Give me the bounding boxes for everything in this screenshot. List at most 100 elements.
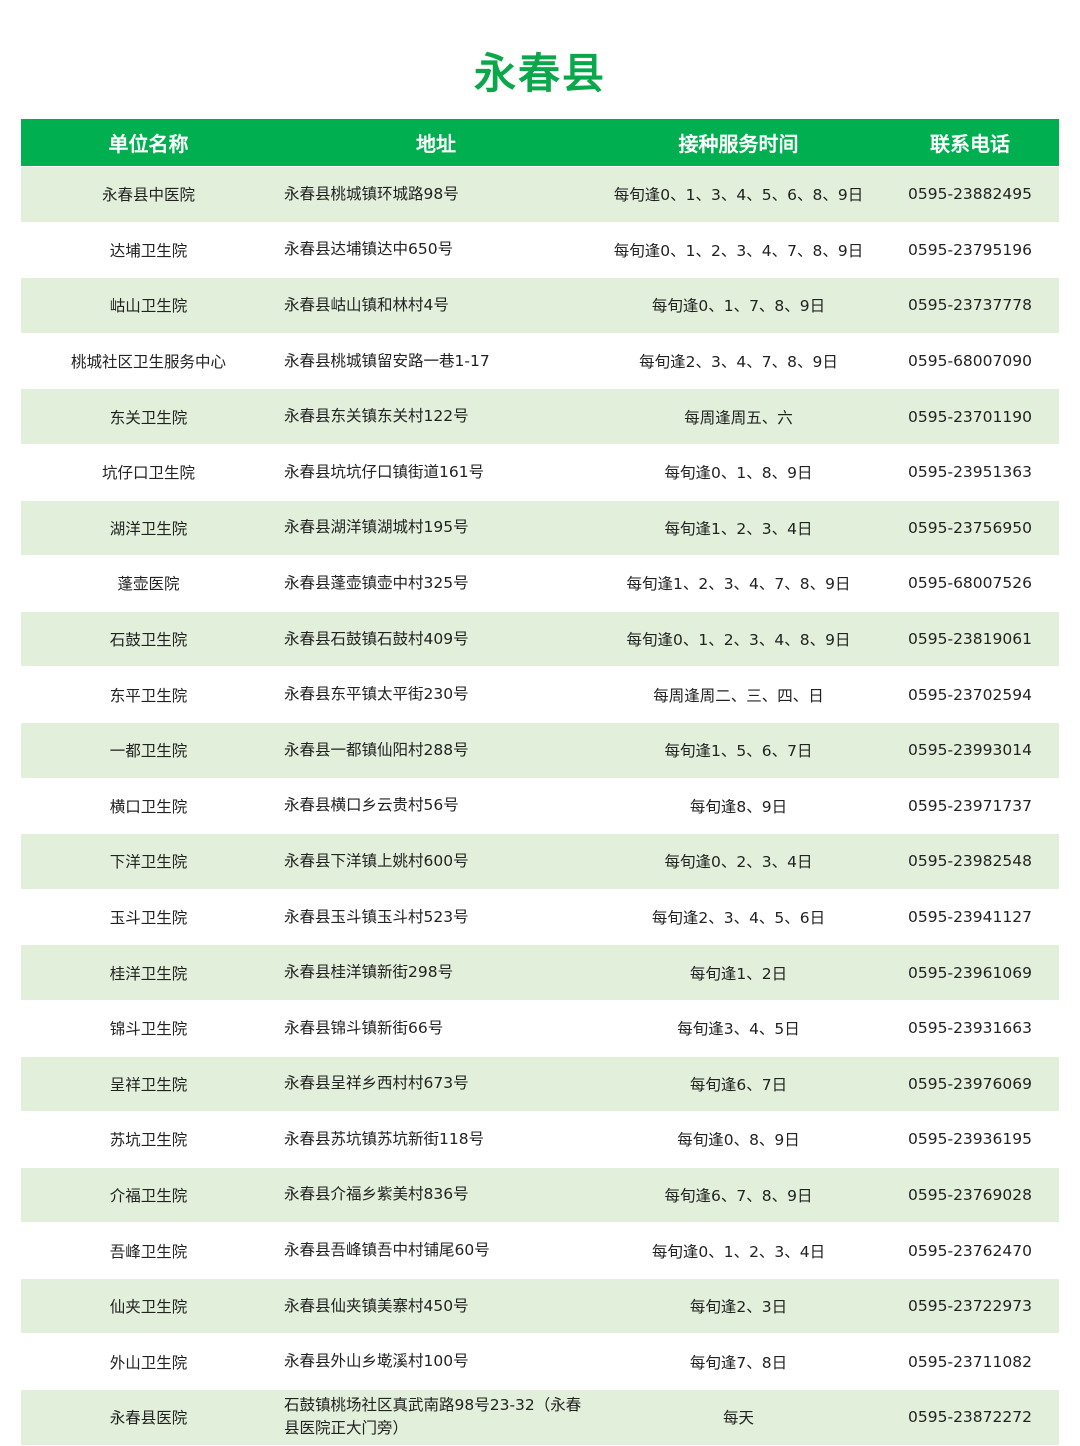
table-row: 呈祥卫生院 永春县呈祥乡西村村673号 每旬逢6、7日 0595-23976069 bbox=[21, 1055, 1059, 1112]
cell-phone: 0595-23982548 bbox=[881, 833, 1059, 890]
cell-phone: 0595-23722973 bbox=[881, 1277, 1059, 1334]
cell-unit-name: 湖洋卫生院 bbox=[21, 499, 276, 556]
cell-unit-name: 岵山卫生院 bbox=[21, 277, 276, 334]
cell-phone: 0595-23795196 bbox=[881, 221, 1059, 278]
table-row: 岵山卫生院 永春县岵山镇和林村4号 每旬逢0、1、7、8、9日 0595-237377… bbox=[21, 277, 1059, 334]
cell-service-time: 每旬逢0、1、3、4、5、6、8、9日 bbox=[596, 166, 881, 223]
cell-service-time: 每旬逢8、9日 bbox=[596, 777, 881, 834]
table-row: 永春县中医院 永春县桃城镇环城路98号 每旬逢0、1、3、4、5、6、8、9日 059… bbox=[21, 166, 1059, 223]
cell-service-time: 每周逢周五、六 bbox=[596, 388, 881, 445]
cell-phone: 0595-23701190 bbox=[881, 388, 1059, 445]
cell-phone: 0595-23976069 bbox=[881, 1055, 1059, 1112]
table-row: 玉斗卫生院 永春县玉斗镇玉斗村523号 每旬逢2、3、4、5、6日 0595-2394… bbox=[21, 888, 1059, 945]
cell-address: 永春县石鼓镇石鼓村409号 bbox=[276, 610, 596, 667]
cell-unit-name: 仙夹卫生院 bbox=[21, 1277, 276, 1334]
table-row: 下洋卫生院 永春县下洋镇上姚村600号 每旬逢0、2、3、4日 0595-239825… bbox=[21, 833, 1059, 890]
cell-unit-name: 达埔卫生院 bbox=[21, 221, 276, 278]
cell-address: 永春县桃城镇留安路一巷1-17 bbox=[276, 332, 596, 389]
cell-service-time: 每旬逢6、7、8、9日 bbox=[596, 1166, 881, 1223]
cell-address: 永春县玉斗镇玉斗村523号 bbox=[276, 888, 596, 945]
table-row: 石鼓卫生院 永春县石鼓镇石鼓村409号 每旬逢0、1、2、3、4、8、9日 0595-… bbox=[21, 610, 1059, 667]
cell-phone: 0595-23971737 bbox=[881, 777, 1059, 834]
cell-phone: 0595-23931663 bbox=[881, 999, 1059, 1056]
cell-phone: 0595-23769028 bbox=[881, 1166, 1059, 1223]
table-row: 介福卫生院 永春县介福乡紫美村836号 每旬逢6、7、8、9日 0595-237690… bbox=[21, 1166, 1059, 1223]
table-row: 锦斗卫生院 永春县锦斗镇新街66号 每旬逢3、4、5日 0595-23931663 bbox=[21, 999, 1059, 1056]
table-row: 东平卫生院 永春县东平镇太平街230号 每周逢周二、三、四、日 0595-237025… bbox=[21, 666, 1059, 723]
cell-address: 永春县蓬壶镇壶中村325号 bbox=[276, 555, 596, 612]
cell-service-time: 每旬逢0、1、2、3、4、7、8、9日 bbox=[596, 221, 881, 278]
cell-service-time: 每旬逢2、3、4、7、8、9日 bbox=[596, 332, 881, 389]
cell-service-time: 每旬逢0、2、3、4日 bbox=[596, 833, 881, 890]
table-row: 仙夹卫生院 永春县仙夹镇美寨村450号 每旬逢2、3日 0595-23722973 bbox=[21, 1277, 1059, 1334]
cell-address: 永春县一都镇仙阳村288号 bbox=[276, 721, 596, 779]
cell-service-time: 每旬逢0、1、7、8、9日 bbox=[596, 277, 881, 334]
cell-service-time: 每旬逢1、2、3、4、7、8、9日 bbox=[596, 555, 881, 612]
cell-service-time: 每旬逢0、1、2、3、4、8、9日 bbox=[596, 610, 881, 667]
table-row: 苏坑卫生院 永春县苏坑镇苏坑新街118号 每旬逢0、8、9日 0595-2393619… bbox=[21, 1111, 1059, 1168]
cell-address: 永春县东关镇东关村122号 bbox=[276, 388, 596, 445]
cell-service-time: 每周逢周二、三、四、日 bbox=[596, 666, 881, 723]
cell-unit-name: 永春县医院 bbox=[21, 1389, 276, 1445]
cell-unit-name: 石鼓卫生院 bbox=[21, 610, 276, 667]
cell-service-time: 每旬逢3、4、5日 bbox=[596, 999, 881, 1056]
cell-service-time: 每旬逢7、8日 bbox=[596, 1333, 881, 1390]
cell-address: 永春县桂洋镇新街298号 bbox=[276, 944, 596, 1001]
cell-address: 永春县锦斗镇新街66号 bbox=[276, 999, 596, 1056]
cell-phone: 0595-23819061 bbox=[881, 610, 1059, 667]
cell-phone: 0595-23951363 bbox=[881, 443, 1059, 501]
cell-service-time: 每旬逢1、2、3、4日 bbox=[596, 499, 881, 556]
cell-address: 永春县仙夹镇美寨村450号 bbox=[276, 1277, 596, 1334]
cell-address: 永春县横口乡云贵村56号 bbox=[276, 777, 596, 834]
cell-service-time: 每旬逢2、3、4、5、6日 bbox=[596, 888, 881, 945]
cell-unit-name: 横口卫生院 bbox=[21, 777, 276, 834]
cell-phone: 0595-23762470 bbox=[881, 1222, 1059, 1279]
cell-address: 永春县介福乡紫美村836号 bbox=[276, 1166, 596, 1223]
header-address: 地址 bbox=[276, 119, 596, 167]
cell-address: 永春县湖洋镇湖城村195号 bbox=[276, 499, 596, 556]
cell-unit-name: 外山卫生院 bbox=[21, 1333, 276, 1390]
table-row: 坑仔口卫生院 永春县坑坑仔口镇街道161号 每旬逢0、1、8、9日 0595-2395… bbox=[21, 443, 1059, 501]
table-row: 永春县医院 石鼓镇桃场社区真武南路98号23-32（永春县医院正大门旁） 每天 059… bbox=[21, 1389, 1059, 1445]
cell-unit-name: 东平卫生院 bbox=[21, 666, 276, 723]
page-title: 永春县 bbox=[473, 49, 606, 98]
table-row: 东关卫生院 永春县东关镇东关村122号 每周逢周五、六 0595-23701190 bbox=[21, 388, 1059, 445]
vaccination-sites-table: 单位名称 地址 接种服务时间 联系电话 永春县中医院 永春县桃城镇环城路98号 每旬… bbox=[21, 119, 1059, 1445]
table-row: 湖洋卫生院 永春县湖洋镇湖城村195号 每旬逢1、2、3、4日 0595-237569… bbox=[21, 499, 1059, 556]
cell-phone: 0595-23936195 bbox=[881, 1111, 1059, 1168]
cell-phone: 0595-23993014 bbox=[881, 721, 1059, 779]
cell-service-time: 每旬逢6、7日 bbox=[596, 1055, 881, 1112]
cell-unit-name: 吾峰卫生院 bbox=[21, 1222, 276, 1279]
table-row: 达埔卫生院 永春县达埔镇达中650号 每旬逢0、1、2、3、4、7、8、9日 0595… bbox=[21, 221, 1059, 278]
cell-service-time: 每旬逢0、1、2、3、4日 bbox=[596, 1222, 881, 1279]
cell-unit-name: 呈祥卫生院 bbox=[21, 1055, 276, 1112]
cell-phone: 0595-23702594 bbox=[881, 666, 1059, 723]
cell-phone: 0595-23882495 bbox=[881, 166, 1059, 223]
cell-service-time: 每旬逢1、5、6、7日 bbox=[596, 721, 881, 779]
table-row: 横口卫生院 永春县横口乡云贵村56号 每旬逢8、9日 0595-23971737 bbox=[21, 777, 1059, 834]
cell-service-time: 每旬逢1、2日 bbox=[596, 944, 881, 1001]
cell-phone: 0595-23711082 bbox=[881, 1333, 1059, 1390]
cell-phone: 0595-23941127 bbox=[881, 888, 1059, 945]
cell-unit-name: 锦斗卫生院 bbox=[21, 999, 276, 1056]
header-unit-name: 单位名称 bbox=[21, 119, 276, 167]
cell-service-time: 每旬逢2、3日 bbox=[596, 1277, 881, 1334]
cell-phone: 0595-23961069 bbox=[881, 944, 1059, 1001]
cell-address: 永春县吾峰镇吾中村铺尾60号 bbox=[276, 1222, 596, 1279]
cell-unit-name: 坑仔口卫生院 bbox=[21, 443, 276, 501]
cell-service-time: 每旬逢0、8、9日 bbox=[596, 1111, 881, 1168]
cell-address: 永春县桃城镇环城路98号 bbox=[276, 166, 596, 223]
cell-unit-name: 桂洋卫生院 bbox=[21, 944, 276, 1001]
cell-unit-name: 东关卫生院 bbox=[21, 388, 276, 445]
table-row: 桂洋卫生院 永春县桂洋镇新街298号 每旬逢1、2日 0595-23961069 bbox=[21, 944, 1059, 1001]
cell-unit-name: 玉斗卫生院 bbox=[21, 888, 276, 945]
cell-unit-name: 蓬壶医院 bbox=[21, 555, 276, 612]
header-phone: 联系电话 bbox=[881, 119, 1059, 167]
cell-address: 永春县岵山镇和林村4号 bbox=[276, 277, 596, 334]
cell-address: 石鼓镇桃场社区真武南路98号23-32（永春县医院正大门旁） bbox=[276, 1389, 596, 1445]
cell-unit-name: 桃城社区卫生服务中心 bbox=[21, 332, 276, 389]
cell-unit-name: 苏坑卫生院 bbox=[21, 1111, 276, 1168]
cell-address: 永春县达埔镇达中650号 bbox=[276, 221, 596, 278]
cell-address: 永春县外山乡墘溪村100号 bbox=[276, 1333, 596, 1390]
cell-phone: 0595-23737778 bbox=[881, 277, 1059, 334]
